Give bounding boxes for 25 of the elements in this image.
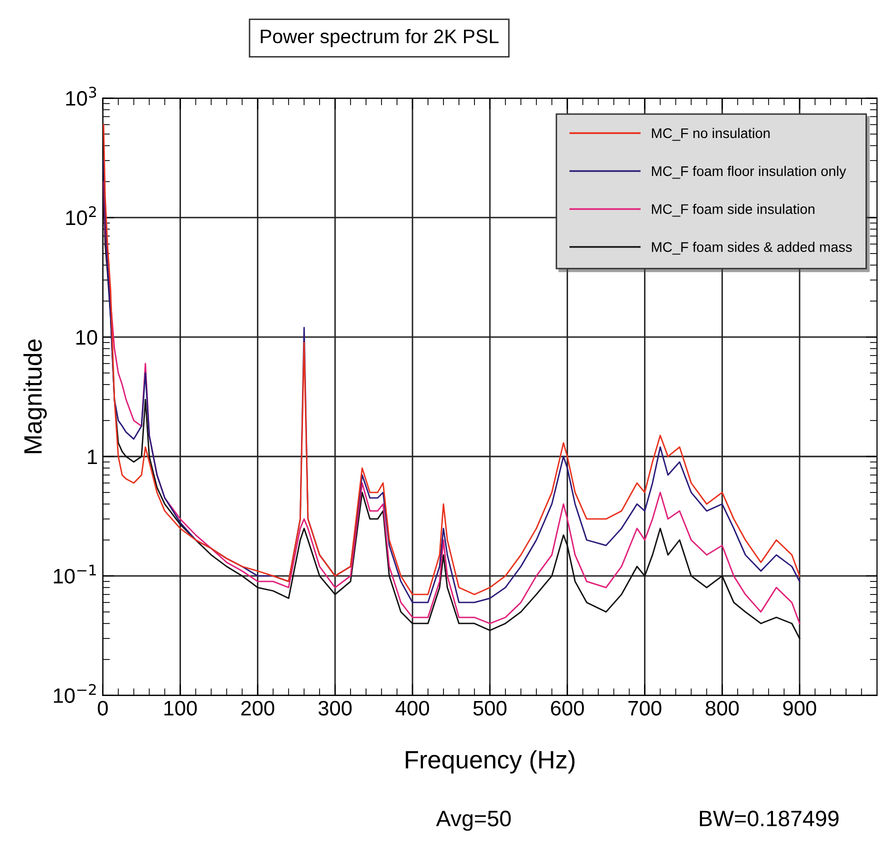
text: BW=0.187499	[700, 810, 839, 826]
x-tick-label: 400	[396, 700, 430, 716]
x-tick-label: 300	[318, 700, 352, 716]
legend-label: MC_F no insulation	[652, 128, 770, 141]
text: Avg=50	[436, 810, 511, 831]
chart-title: Power spectrum for 2K PSL	[260, 29, 499, 48]
x-tick-label: 700	[628, 700, 662, 716]
x-tick-label: 0	[98, 700, 108, 716]
x-tick-label: 200	[241, 700, 274, 716]
y-tick-label: 10$^{3}$	[66, 86, 96, 106]
x-tick-label: 500	[473, 700, 506, 716]
x-tick-label: 800	[706, 700, 739, 716]
y-tick-label: 10	[76, 330, 98, 345]
y-axis-title: Magnitude	[23, 340, 47, 454]
y-tick-label: 10$^{2}$	[66, 206, 96, 226]
x-tick-label: 100	[164, 700, 197, 716]
x-tick-label: 600	[551, 700, 584, 716]
legend-label: MC_F foam side insulation	[652, 204, 814, 217]
x-tick-label: 900	[783, 700, 816, 716]
y-tick-label: 10$^{−2}$	[54, 684, 96, 704]
x-axis-title: Frequency (Hz)	[406, 750, 574, 774]
legend-label: MC_F foam floor insulation only	[652, 166, 846, 179]
y-tick-label: 10$^{−1}$	[54, 564, 96, 584]
legend-label: MC_F foam sides & added mass	[652, 242, 852, 255]
y-tick-label: 1	[88, 450, 97, 464]
